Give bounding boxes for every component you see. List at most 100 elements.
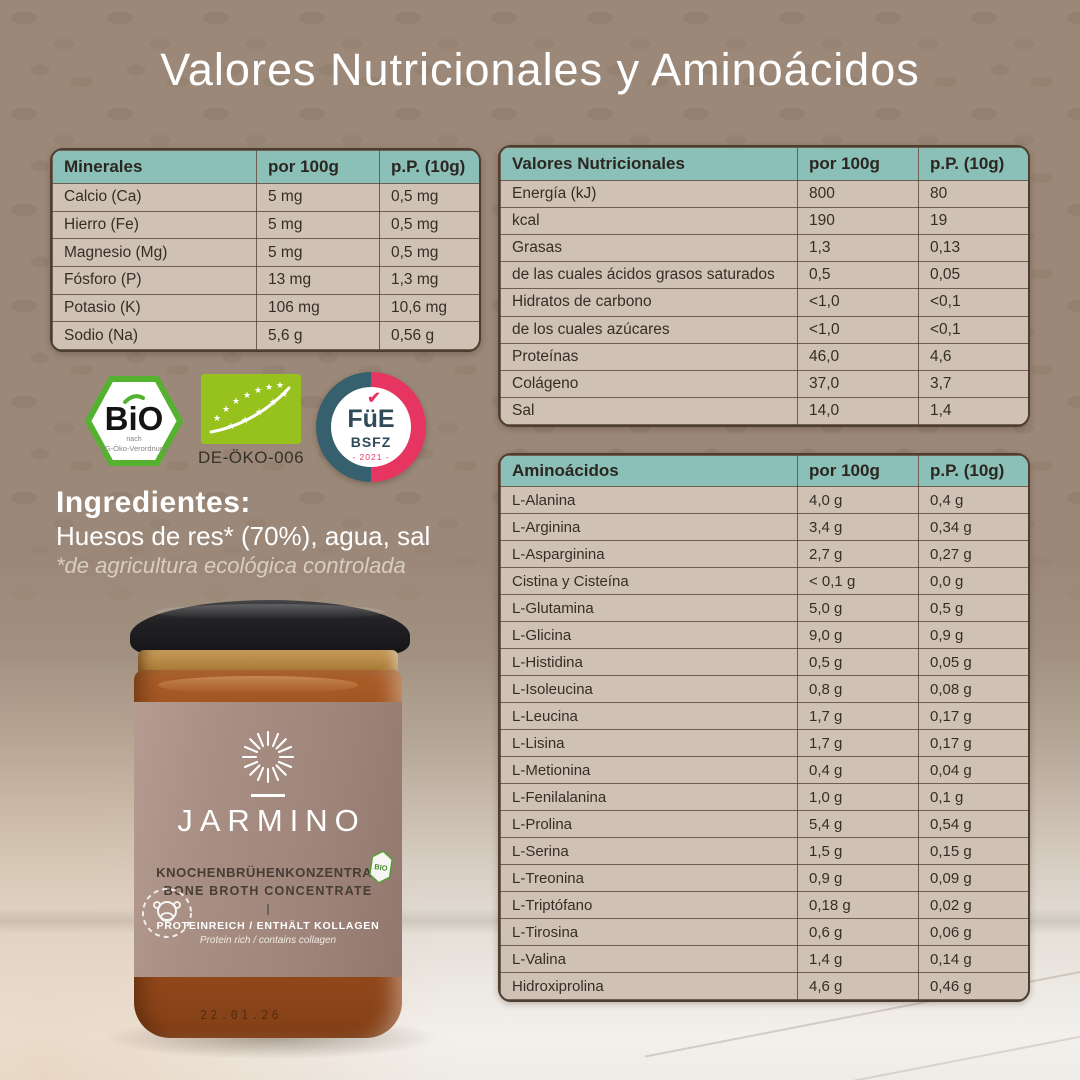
table-cell: 0,6 g xyxy=(797,918,919,946)
eu-organic-code: DE-ÖKO-006 xyxy=(197,448,305,467)
cow-stamp-icon xyxy=(142,888,192,938)
table-cell: 5 mg xyxy=(256,210,380,240)
bio-seal-subtext-1: nach xyxy=(126,436,141,443)
table-row: L-Serina 1,5 g 0,15 g xyxy=(500,837,1028,865)
label-vertical-bar xyxy=(267,904,269,915)
table-cell: de los cuales azúcares xyxy=(500,315,798,344)
table-cell: L-Prolina xyxy=(500,810,798,838)
bio-seal-word: BiO xyxy=(105,400,164,437)
table-row: L-Glicina 9,0 g 0,9 g xyxy=(500,621,1028,649)
bio-seal-subtext-2: EG-Öko-Verordnung xyxy=(100,444,168,453)
table-cell: 3,4 g xyxy=(797,513,919,541)
bsfz-year-text: - 2021 - xyxy=(352,451,390,462)
table-cell: 1,3 xyxy=(797,234,919,263)
jar-label: JARMINO KNOCHENBRÜHENKONZENTRAT BONE BRO… xyxy=(134,702,402,977)
jar-lid xyxy=(130,600,410,654)
table-row: L-Valina 1,4 g 0,14 g xyxy=(500,945,1028,973)
table-cell: L-Lisina xyxy=(500,729,798,757)
table-cell: L-Tirosina xyxy=(500,918,798,946)
column-header: por 100g xyxy=(797,147,919,181)
svg-text:★: ★ xyxy=(265,383,273,393)
table-cell: 0,4 g xyxy=(918,486,1028,514)
table-cell: Cistina y Cisteína xyxy=(500,567,798,595)
table-cell: 0,27 g xyxy=(918,540,1028,568)
table-row: Fósforo (P) 13 mg 1,3 mg xyxy=(52,265,479,295)
svg-text:★: ★ xyxy=(222,405,230,415)
table-cell: L-Fenilalanina xyxy=(500,783,798,811)
column-header: Minerales xyxy=(52,150,257,184)
ingredients-footnote: *de agricultura ecológica controlada xyxy=(56,553,406,578)
table-cell: 1,5 g xyxy=(797,837,919,865)
table-cell: 0,17 g xyxy=(918,729,1028,757)
table-cell: 1,7 g xyxy=(797,702,919,730)
table-row: L-Isoleucina 0,8 g 0,08 g xyxy=(500,675,1028,703)
table-cell: 0,05 g xyxy=(918,648,1028,676)
table-cell: 0,9 g xyxy=(918,621,1028,649)
table-cell: 800 xyxy=(797,179,919,209)
jarmino-logo-icon xyxy=(241,730,295,784)
table-cell: 0,02 g xyxy=(918,891,1028,919)
table-cell: 19 xyxy=(918,207,1028,236)
table-row: Hidroxiprolina 4,6 g 0,46 g xyxy=(500,972,1028,1000)
table-cell: L-Valina xyxy=(500,945,798,973)
table-cell: 10,6 mg xyxy=(379,293,479,323)
table-row: Colágeno 37,0 3,7 xyxy=(500,369,1028,398)
valores-nutricionales-table-grid: Valores Nutricionales por 100g p.P. (10g) E… xyxy=(500,147,1028,425)
column-header: Aminoácidos xyxy=(500,455,798,487)
table-cell: L-Glutamina xyxy=(500,594,798,622)
table-row: L-Alanina 4,0 g 0,4 g xyxy=(500,486,1028,514)
bsfz-check-icon: ✔ xyxy=(367,389,381,407)
header-row: Aminoácidos por 100g p.P. (10g) xyxy=(500,455,1028,487)
table-row: Potasio (K) 106 mg 10,6 mg xyxy=(52,293,479,323)
table-cell: 0,5 g xyxy=(797,648,919,676)
column-header: p.P. (10g) xyxy=(918,455,1028,487)
table-row: L-Lisina 1,7 g 0,17 g xyxy=(500,729,1028,757)
table-cell: 0,04 g xyxy=(918,756,1028,784)
table-cell: 5 mg xyxy=(256,238,380,267)
table-cell: 5,4 g xyxy=(797,810,919,838)
table-cell: L-Glicina xyxy=(500,621,798,649)
table-row: Calcio (Ca) 5 mg 0,5 mg xyxy=(52,183,479,212)
table-cell: 14,0 xyxy=(797,396,919,425)
table-cell: 0,05 xyxy=(918,261,1028,290)
valores-nutricionales-table: Valores Nutricionales por 100g p.P. (10g) E… xyxy=(498,145,1030,427)
table-row: L-Arginina 3,4 g 0,34 g xyxy=(500,513,1028,541)
minerales-table-grid: Minerales por 100g p.P. (10g) Calcio (Ca) 5 … xyxy=(52,150,479,350)
aminoacidos-table: Aminoácidos por 100g p.P. (10g) L-Alanina 4,… xyxy=(498,453,1030,1002)
table-row: L-Histidina 0,5 g 0,05 g xyxy=(500,648,1028,676)
column-header: p.P. (10g) xyxy=(379,150,479,184)
table-row: Grasas 1,3 0,13 xyxy=(500,234,1028,263)
table-cell: 5,0 g xyxy=(797,594,919,622)
table-cell: Magnesio (Mg) xyxy=(52,238,257,267)
table-cell: 5,6 g xyxy=(256,321,380,350)
page-title: Valores Nutricionales y Aminoácidos xyxy=(160,44,920,95)
table-cell: 0,18 g xyxy=(797,891,919,919)
svg-text:★: ★ xyxy=(227,422,235,432)
table-cell: Fósforo (P) xyxy=(52,265,257,295)
table-cell: Sal xyxy=(500,396,798,425)
table-cell: 2,7 g xyxy=(797,540,919,568)
svg-text:★: ★ xyxy=(232,397,240,407)
svg-text:★: ★ xyxy=(213,414,221,424)
table-cell: L-Serina xyxy=(500,837,798,865)
table-cell: 0,15 g xyxy=(918,837,1028,865)
table-cell: 1,4 xyxy=(918,396,1028,425)
brand-name: JARMINO xyxy=(177,803,366,838)
table-cell: Hierro (Fe) xyxy=(52,210,257,240)
table-cell: 0,56 g xyxy=(379,321,479,350)
table-row: L-Triptófano 0,18 g 0,02 g xyxy=(500,891,1028,919)
table-cell: L-Triptófano xyxy=(500,891,798,919)
table-cell: L-Isoleucina xyxy=(500,675,798,703)
table-cell: kcal xyxy=(500,207,798,236)
table-row: Magnesio (Mg) 5 mg 0,5 mg xyxy=(52,238,479,267)
header-row: Minerales por 100g p.P. (10g) xyxy=(52,150,479,184)
table-row: L-Glutamina 5,0 g 0,5 g xyxy=(500,594,1028,622)
table-cell: 1,0 g xyxy=(797,783,919,811)
table-cell: de las cuales ácidos grasos saturados xyxy=(500,261,798,290)
table-cell: Potasio (K) xyxy=(52,293,257,323)
table-cell: Grasas xyxy=(500,234,798,263)
header-row: Valores Nutricionales por 100g p.P. (10g) xyxy=(500,147,1028,181)
column-header: p.P. (10g) xyxy=(918,147,1028,181)
table-cell: Calcio (Ca) xyxy=(52,183,257,212)
table-cell: 0,17 g xyxy=(918,702,1028,730)
